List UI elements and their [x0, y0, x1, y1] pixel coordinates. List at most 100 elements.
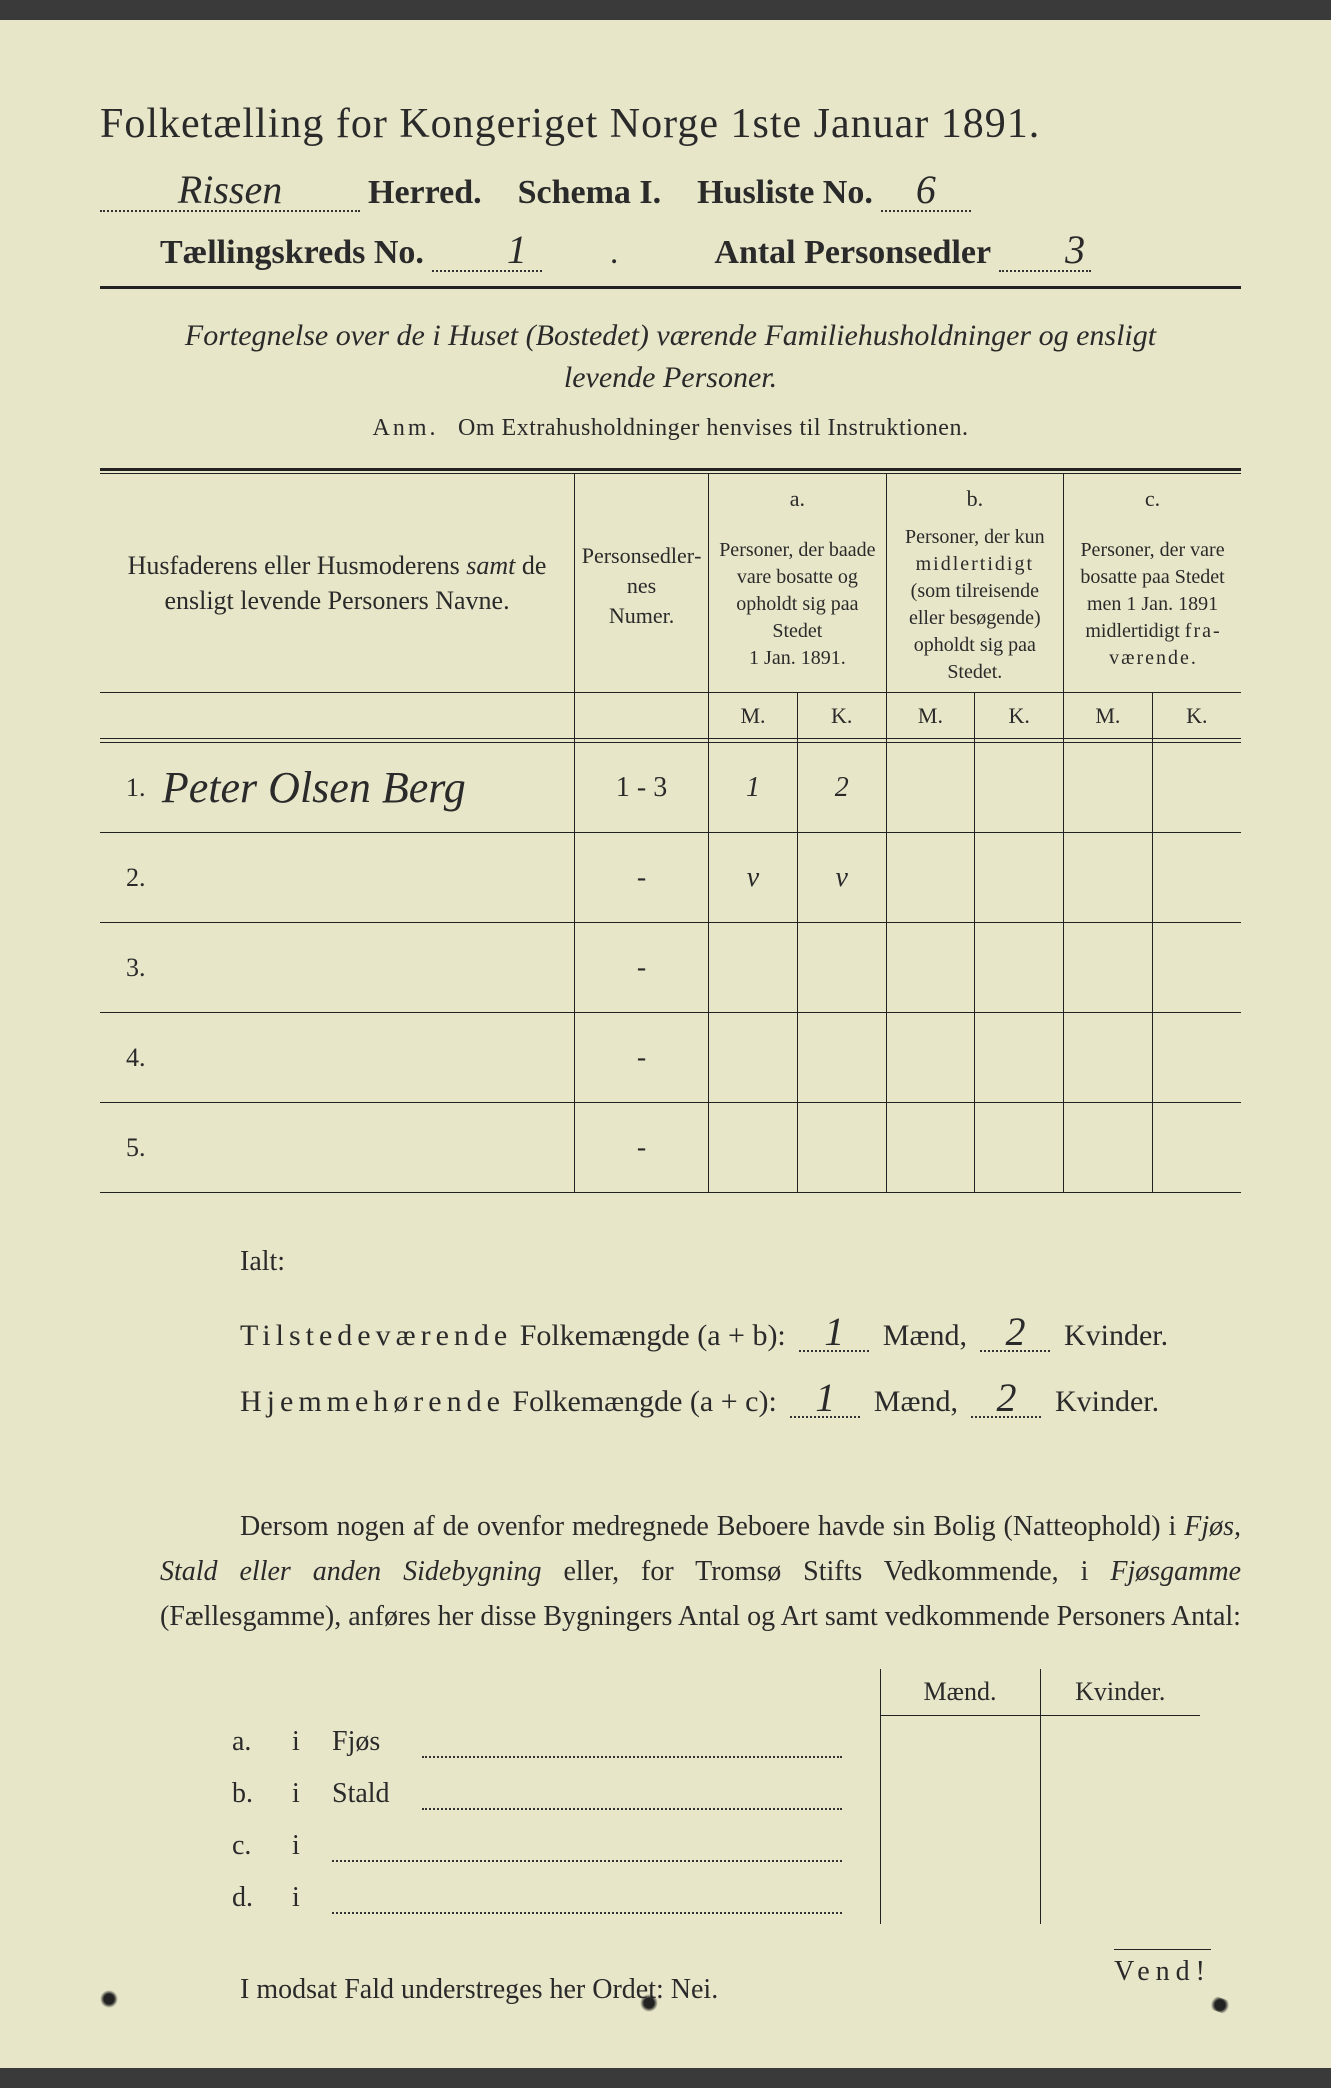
sub-row: c. i	[220, 1820, 1200, 1872]
col-c-letter: c.	[1064, 474, 1241, 518]
sub-row: b. i Stald	[220, 1768, 1200, 1820]
row-a-m	[709, 923, 798, 1013]
row-c-k	[1152, 923, 1241, 1013]
table-rule-top1	[100, 468, 1241, 471]
row-numer: -	[575, 1103, 709, 1193]
row-num: 4.	[100, 1013, 162, 1103]
row-a-k	[797, 1103, 886, 1193]
kreds-value: 1	[432, 230, 542, 272]
table-head: Husfaderens eller Husmode­rens samt de e…	[100, 474, 1241, 739]
col-b-header: Personer, der kun midler­tidigt (som til…	[886, 518, 1063, 693]
herred-value: Rissen	[100, 170, 360, 212]
header-block: Folketælling for Kongeriget Norge 1ste J…	[100, 100, 1241, 272]
kvinder-label: Kvinder.	[1064, 1319, 1168, 1352]
row-numer: -	[575, 1013, 709, 1103]
row-c-m	[1064, 1103, 1153, 1193]
row-b-m	[886, 743, 975, 833]
col-header-name: Husfaderens eller Husmode­rens samt de e…	[100, 474, 575, 692]
col-a-header: Personer, der baade vare bo­satte og oph…	[709, 518, 886, 693]
row-name	[162, 1013, 575, 1103]
sub-i: i	[280, 1716, 320, 1768]
row-a-m	[709, 1103, 798, 1193]
table-row: 3. -	[100, 923, 1241, 1013]
sub-text: Stald	[320, 1768, 880, 1820]
totals-block: Ialt: Tilstedeværende Folkemængde (a + b…	[240, 1231, 1241, 1435]
row-c-k	[1152, 833, 1241, 923]
a-k-label: K.	[797, 692, 886, 739]
sub-k	[1040, 1820, 1200, 1872]
sub-text	[320, 1872, 880, 1924]
sub-i: i	[280, 1768, 320, 1820]
table-row: 1. Peter Olsen Berg 1 - 3 1 2	[100, 743, 1241, 833]
row-c-m	[1064, 833, 1153, 923]
tot1-m: 1	[799, 1314, 869, 1352]
antal-label: Antal Personsedler	[654, 234, 991, 272]
sub-k	[1040, 1872, 1200, 1924]
row-num: 2.	[100, 833, 162, 923]
row-num: 1.	[100, 743, 162, 833]
row-a-m: v	[709, 833, 798, 923]
sub-row: d. i	[220, 1872, 1200, 1924]
row-a-m: 1	[709, 743, 798, 833]
sub-i: i	[280, 1820, 320, 1872]
sub-m	[880, 1872, 1040, 1924]
anm-text: Om Extrahusholdninger henvises til Instr…	[458, 415, 968, 441]
sub-letter: b.	[220, 1768, 280, 1820]
paragraph: Dersom nogen af de ovenfor medregnede Be…	[160, 1505, 1241, 1639]
row-b-m	[886, 833, 975, 923]
sub-k	[1040, 1768, 1200, 1820]
subtitle: Fortegnelse over de i Huset (Bostedet) v…	[100, 315, 1241, 399]
row-a-k: 2	[797, 743, 886, 833]
row-c-k	[1152, 743, 1241, 833]
row-num: 5.	[100, 1103, 162, 1193]
modsat-line: I modsat Fald understreges her Ordet: Ne…	[240, 1974, 1241, 2006]
punch-hole-icon	[100, 1990, 118, 2008]
subtitle-line2: levende Personer.	[564, 361, 777, 394]
subtitle-line1: Fortegnelse over de i Huset (Bostedet) v…	[185, 319, 1156, 352]
sub-maend-label: Mænd.	[880, 1669, 1040, 1716]
vend-label: Vend!	[1114, 1949, 1211, 1988]
c-m-label: M.	[1064, 692, 1153, 739]
header-line-2: Rissen Herred. Schema I. Husliste No. 6	[100, 170, 1241, 212]
antal-value: 3	[999, 230, 1091, 272]
row-a-k	[797, 1013, 886, 1103]
row-name	[162, 1103, 575, 1193]
sub-letter: d.	[220, 1872, 280, 1924]
row-b-k	[975, 743, 1064, 833]
row-numer: -	[575, 833, 709, 923]
row-b-m	[886, 923, 975, 1013]
table-body: 1. Peter Olsen Berg 1 - 3 1 2 2. - v v	[100, 739, 1241, 1193]
table-row: 4. -	[100, 1013, 1241, 1103]
main-title: Folketælling for Kongeriget Norge 1ste J…	[100, 100, 1241, 148]
b-m-label: M.	[886, 692, 975, 739]
kreds-label: Tællingskreds No.	[100, 234, 424, 272]
row-c-k	[1152, 1103, 1241, 1193]
sub-text: Fjøs	[320, 1716, 880, 1768]
sub-m	[880, 1820, 1040, 1872]
sub-m	[880, 1716, 1040, 1768]
totals-line-2: Hjemmehørende Folkemængde (a + c): 1 Mæn…	[240, 1369, 1241, 1435]
sub-table: Mænd. Kvinder. a. i Fjøs b. i Stald c. i…	[220, 1669, 1200, 1924]
sub-row: a. i Fjøs	[220, 1716, 1200, 1768]
row-name	[162, 923, 575, 1013]
table-row: 2. - v v	[100, 833, 1241, 923]
sub-letter: c.	[220, 1820, 280, 1872]
husliste-label: Husliste No.	[697, 174, 873, 212]
sub-i: i	[280, 1872, 320, 1924]
main-table: Husfaderens eller Husmode­rens samt de e…	[100, 474, 1241, 1193]
sub-m	[880, 1768, 1040, 1820]
row-a-m	[709, 1013, 798, 1103]
row-c-m	[1064, 1013, 1153, 1103]
tot1-k: 2	[980, 1314, 1050, 1352]
col-c-header: Personer, der vare bosatte paa Stedet me…	[1064, 518, 1241, 693]
schema-label: Schema I.	[518, 174, 662, 212]
herred-label: Herred.	[368, 174, 482, 212]
ialt-label: Ialt:	[240, 1231, 1241, 1293]
sub-kvinder-label: Kvinder.	[1040, 1669, 1200, 1716]
sub-k	[1040, 1716, 1200, 1768]
anm-prefix: Anm.	[373, 415, 439, 441]
row-c-m	[1064, 743, 1153, 833]
c-k-label: K.	[1152, 692, 1241, 739]
row-b-k	[975, 833, 1064, 923]
husliste-value: 6	[881, 170, 971, 212]
